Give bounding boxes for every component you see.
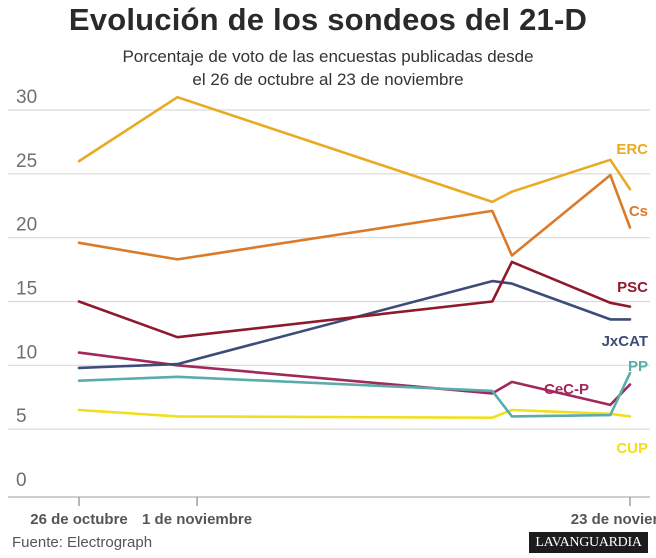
y-tick-label: 20 — [16, 215, 37, 236]
source-note: Fuente: Electrograph — [12, 534, 153, 551]
series-lines — [77, 95, 632, 420]
x-axis: 26 de octubre 1 de noviembre 23 de noviemb… — [8, 496, 656, 528]
brand-logo: LAVANGUARDIA — [529, 532, 648, 553]
y-axis-ticks: 0 5 10 15 20 25 30 — [16, 87, 37, 491]
series-line-cup — [77, 408, 632, 420]
series-line-cec-p — [77, 351, 632, 407]
series-label-erc: ERC — [616, 141, 648, 158]
series-line-jxcat — [77, 279, 632, 370]
series-label-cec-p: CeC-P — [544, 381, 589, 398]
series-label-cup: CUP — [616, 440, 648, 457]
y-tick-label: 30 — [16, 87, 37, 108]
series-line-cs — [77, 173, 632, 261]
x-tick-label: 23 de noviembre — [571, 511, 656, 528]
y-tick-label: 25 — [16, 151, 37, 172]
chart-subtitle-line2: el 26 de octubre al 23 de noviembre — [192, 70, 464, 89]
y-tick-label: 10 — [16, 342, 37, 363]
series-label-jxcat: JxCAT — [602, 333, 648, 350]
gridlines — [8, 109, 650, 430]
x-tick-label: 26 de octubre — [30, 511, 128, 528]
series-labels: ERC Cs PSC JxCAT PP CeC-P CUP — [544, 141, 648, 457]
x-tick-label: 1 de noviembre — [142, 511, 252, 528]
series-line-psc — [77, 260, 632, 339]
series-label-pp: PP — [628, 358, 648, 375]
series-label-cs: Cs — [629, 203, 648, 220]
y-tick-label: 15 — [16, 279, 37, 300]
chart-title: Evolución de los sondeos del 21-D — [68, 2, 588, 37]
y-tick-label: 5 — [16, 406, 27, 427]
chart-subtitle-line1: Porcentaje de voto de las encuestas publ… — [122, 47, 534, 66]
series-label-psc: PSC — [617, 279, 648, 296]
series-line-pp — [77, 371, 632, 418]
series-line-erc — [77, 95, 632, 204]
y-tick-label: 0 — [16, 470, 27, 491]
